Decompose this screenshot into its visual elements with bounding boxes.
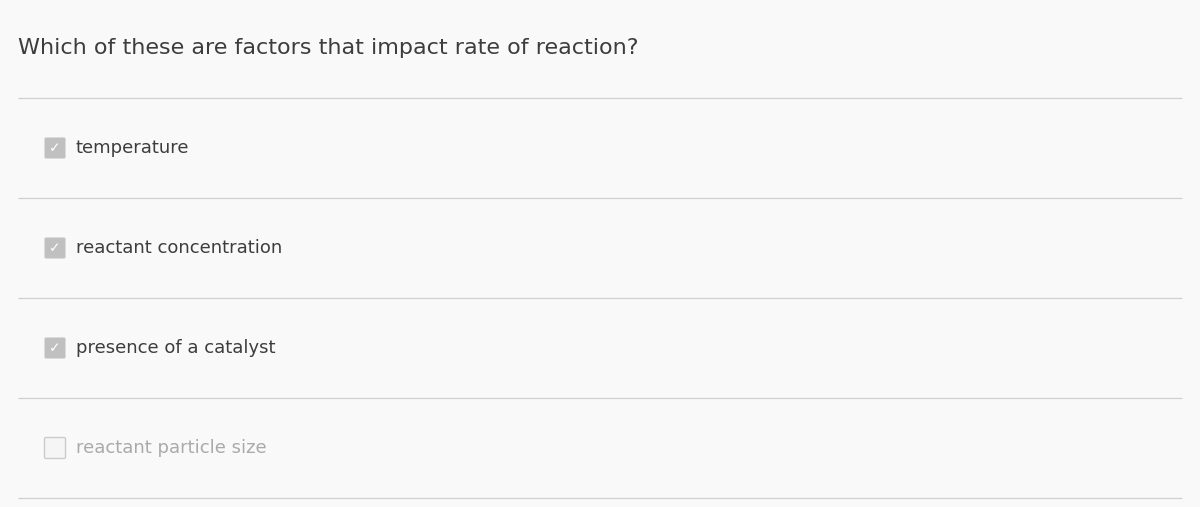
FancyBboxPatch shape [44,438,66,458]
Text: ✓: ✓ [49,341,61,355]
FancyBboxPatch shape [44,137,66,159]
Text: temperature: temperature [76,139,190,157]
Text: presence of a catalyst: presence of a catalyst [76,339,276,357]
FancyBboxPatch shape [44,237,66,259]
Text: Which of these are factors that impact rate of reaction?: Which of these are factors that impact r… [18,38,638,58]
Text: ✓: ✓ [49,141,61,155]
Text: reactant concentration: reactant concentration [76,239,282,257]
Text: ✓: ✓ [49,241,61,255]
Text: reactant particle size: reactant particle size [76,439,266,457]
FancyBboxPatch shape [44,338,66,358]
